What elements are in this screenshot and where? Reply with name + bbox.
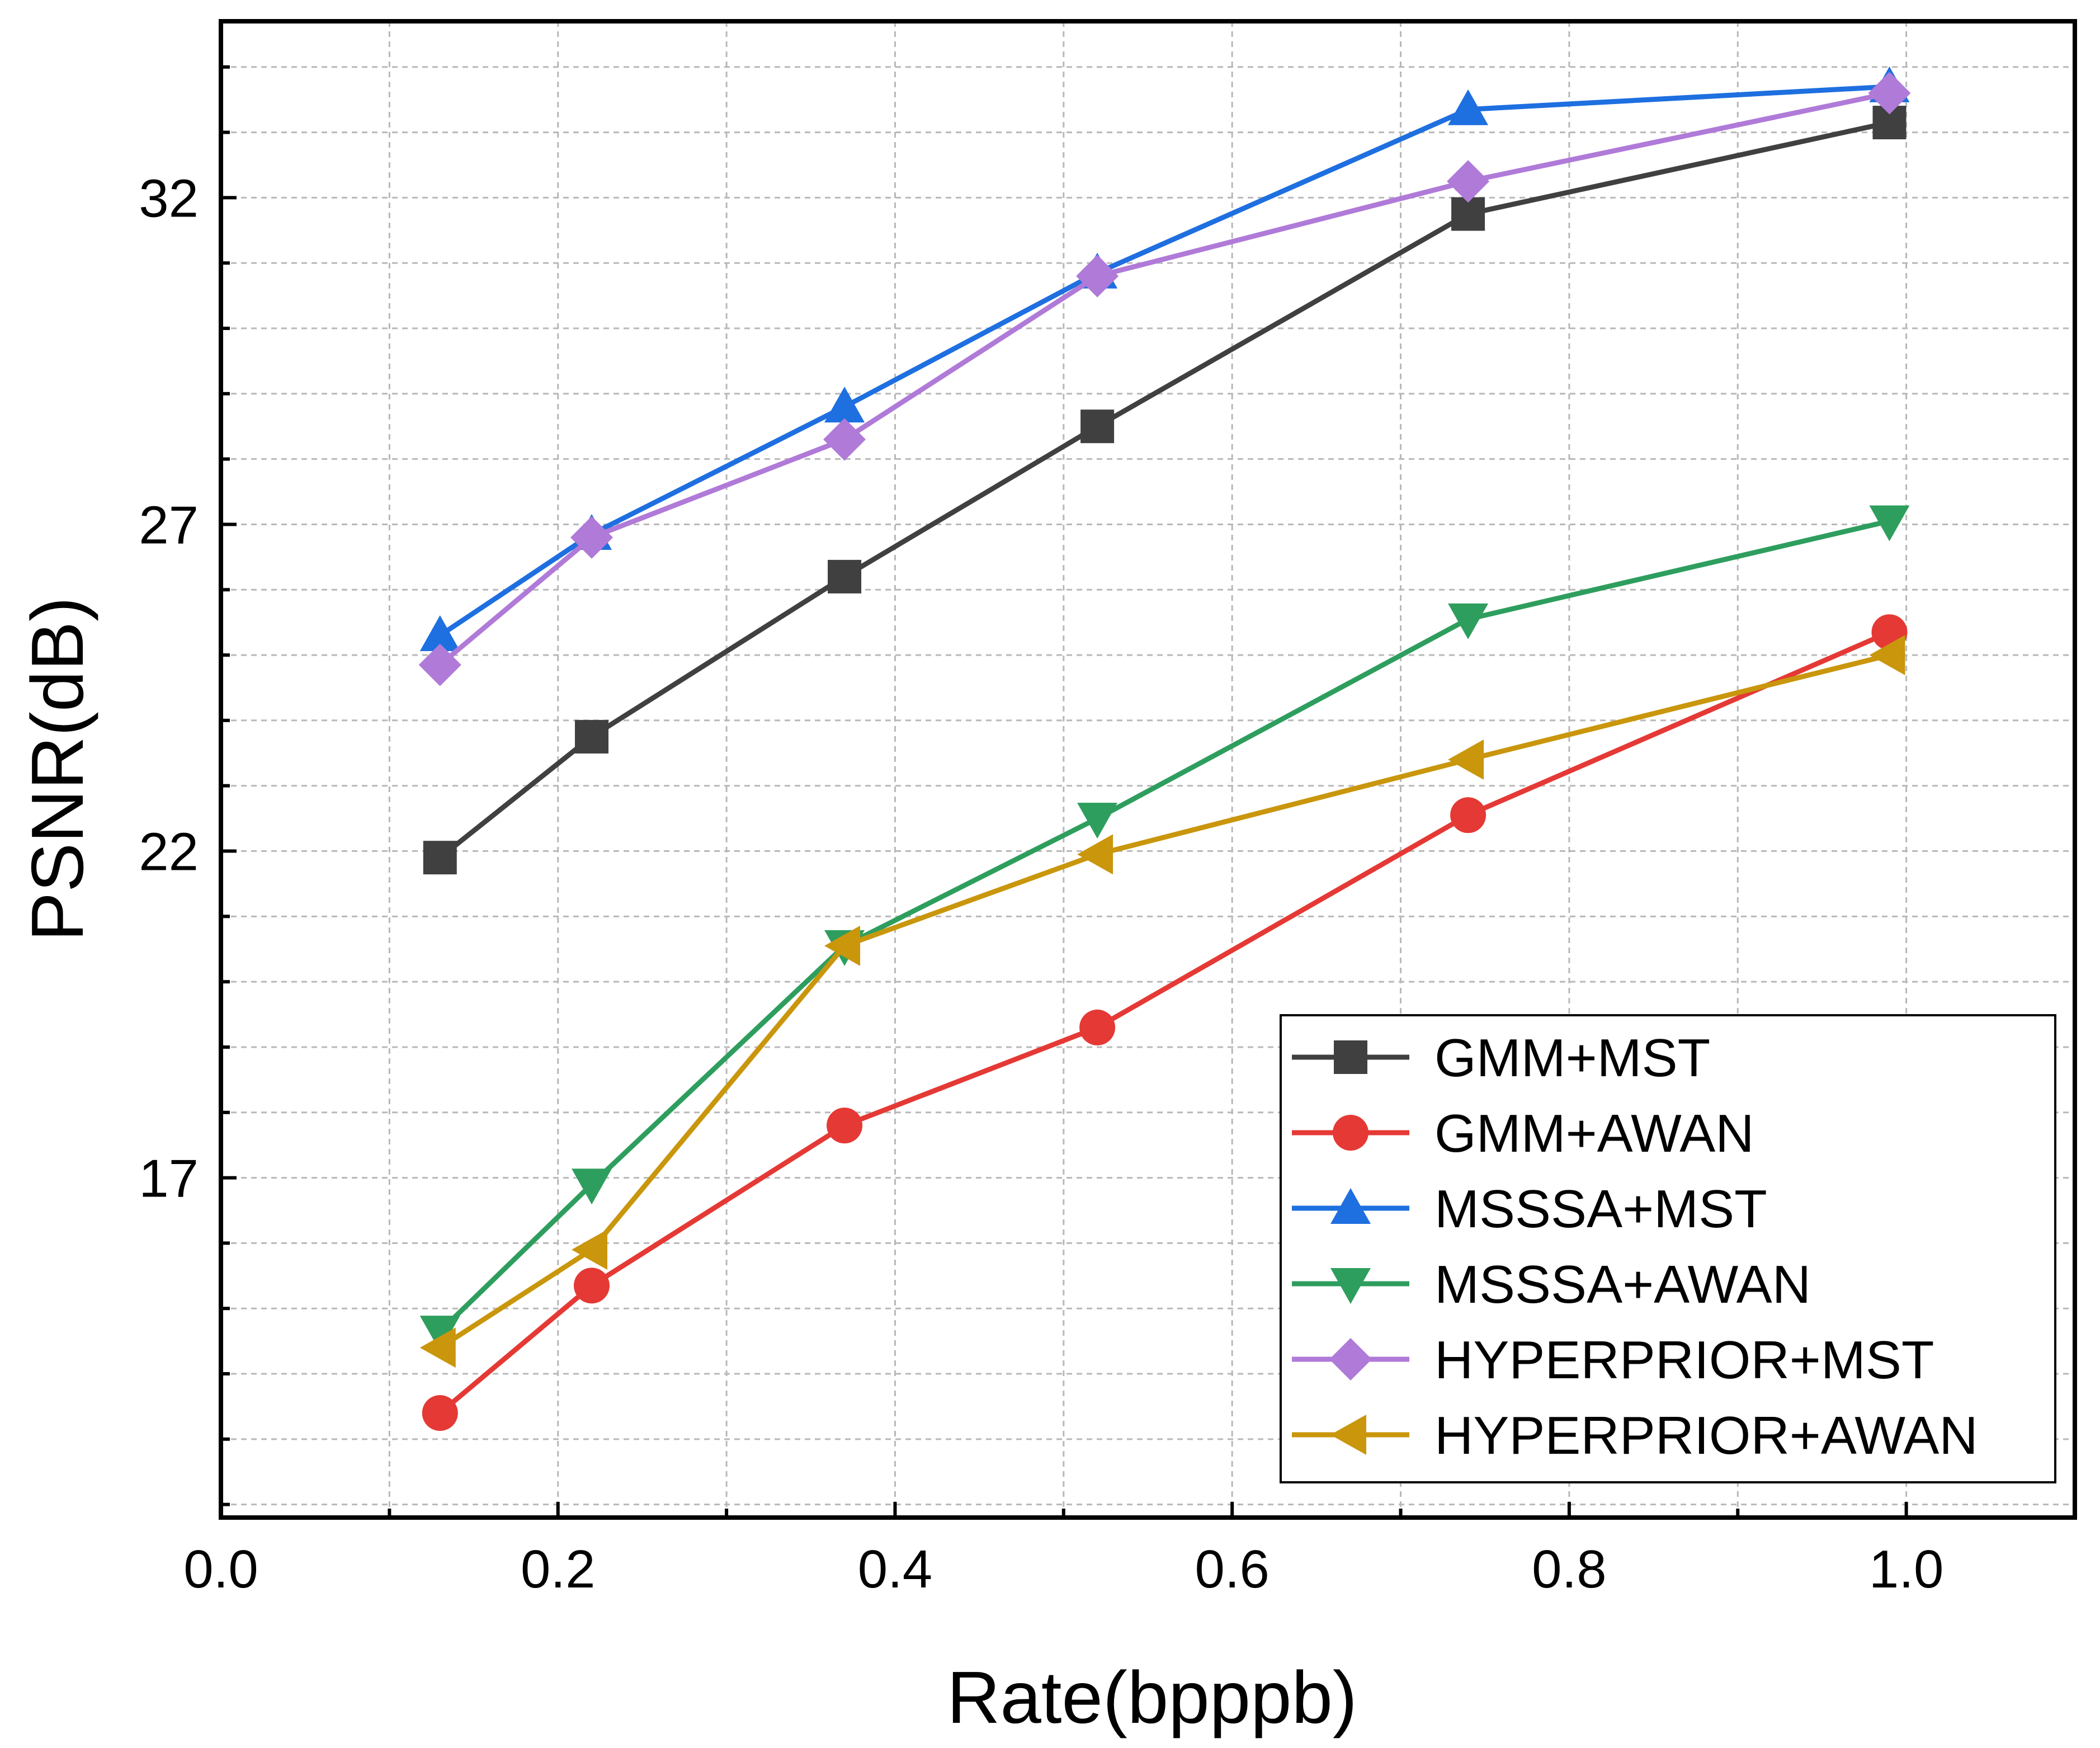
x-tick-label: 1.0 [1869,1539,1943,1599]
y-tick-label: 27 [139,495,199,555]
y-tick-label: 17 [139,1149,199,1209]
legend-marker-hyperprior-awan [1330,1415,1366,1455]
data-point-hyperprior-mst [570,516,613,559]
data-point-gmm-awan [422,1395,458,1431]
y-tick-label: 22 [139,822,199,882]
data-point-msssa-awan [1869,505,1910,541]
data-point-gmm-awan [574,1268,610,1304]
x-tick-label: 0.0 [183,1539,258,1599]
data-point-msssa-awan [419,1316,460,1352]
data-point-gmm-mst [575,720,608,754]
series-gmm-awan [422,614,1908,1431]
data-point-gmm-awan [1450,797,1486,833]
data-point-gmm-mst [1080,409,1115,444]
data-point-gmm-mst [828,559,862,593]
data-point-gmm-mst [423,841,457,875]
series-layer [418,66,1911,1431]
legend: GMM+MST GMM+AWAN MSSSA+MST MSSSA+AWAN HYPERP… [1280,1014,2056,1483]
legend-label-hyperprior-mst: HYPERPRIOR+MST [1434,1330,1934,1390]
data-point-msssa-mst [824,387,865,423]
legend-label-gmm-awan: GMM+AWAN [1434,1104,1754,1163]
series-line-gmm-awan [438,630,1891,1415]
x-tick-label: 0.2 [521,1539,595,1599]
plot-frame [219,19,2077,1520]
data-point-msssa-awan [1077,803,1118,839]
legend-label-msssa-mst: MSSSA+MST [1434,1179,1767,1239]
axis-tick-labels: 0.0 0.2 0.4 0.6 0.8 1.0 17 22 27 32 [139,168,1943,1599]
legend-marker-gmm-awan [1333,1115,1368,1151]
x-tick-label: 0.4 [858,1539,932,1599]
series-msssa-awan [419,505,1910,1352]
series-line-msssa-awan [438,519,1890,1334]
series-hyperprior-awan [419,635,1905,1368]
data-point-hyperprior-awan [419,1327,456,1368]
data-point-hyperprior-mst [418,643,461,686]
data-point-gmm-mst [1451,197,1485,231]
x-tick-label: 0.6 [1195,1539,1269,1599]
legend-label-gmm-mst: GMM+MST [1434,1028,1710,1088]
data-point-msssa-mst [1448,89,1489,125]
legend-label-hyperprior-awan: HYPERPRIOR+AWAN [1434,1406,1978,1466]
data-point-hyperprior-awan [1448,739,1484,780]
axis-ticks [219,65,2077,1518]
legend-label-msssa-awan: MSSSA+AWAN [1434,1255,1811,1314]
data-point-hyperprior-mst [1868,72,1911,115]
y-axis-title: PSNR(dB) [16,597,98,941]
legend-box [1280,1014,2056,1483]
data-point-msssa-mst [419,615,460,652]
data-point-msssa-awan [1448,603,1489,639]
series-line-gmm-mst [438,120,1890,860]
data-point-gmm-awan [827,1108,863,1144]
data-point-hyperprior-mst [1447,160,1490,203]
data-point-msssa-awan [572,1169,612,1205]
data-point-hyperprior-awan [1077,834,1113,875]
series-line-hyperprior-mst [438,91,1890,667]
data-point-gmm-awan [1079,1009,1116,1045]
legend-marker-gmm-mst [1334,1040,1367,1074]
data-point-hyperprior-mst [1076,255,1119,298]
data-point-hyperprior-mst [823,418,866,461]
y-tick-label: 32 [139,168,199,228]
series-line-msssa-mst [438,84,1890,638]
legend-marker-msssa-awan [1330,1268,1371,1304]
legend-marker-msssa-mst [1330,1188,1371,1224]
series-line-hyperprior-awan [438,652,1890,1350]
x-axis-title: Rate(bpppb) [947,1656,1357,1738]
data-point-hyperprior-awan [824,925,861,966]
x-tick-label: 0.8 [1532,1539,1606,1599]
data-point-hyperprior-awan [572,1229,607,1270]
legend-marker-hyperprior-mst [1329,1338,1372,1381]
series-hyperprior-mst [418,72,1911,686]
data-point-hyperprior-awan [1869,635,1905,676]
